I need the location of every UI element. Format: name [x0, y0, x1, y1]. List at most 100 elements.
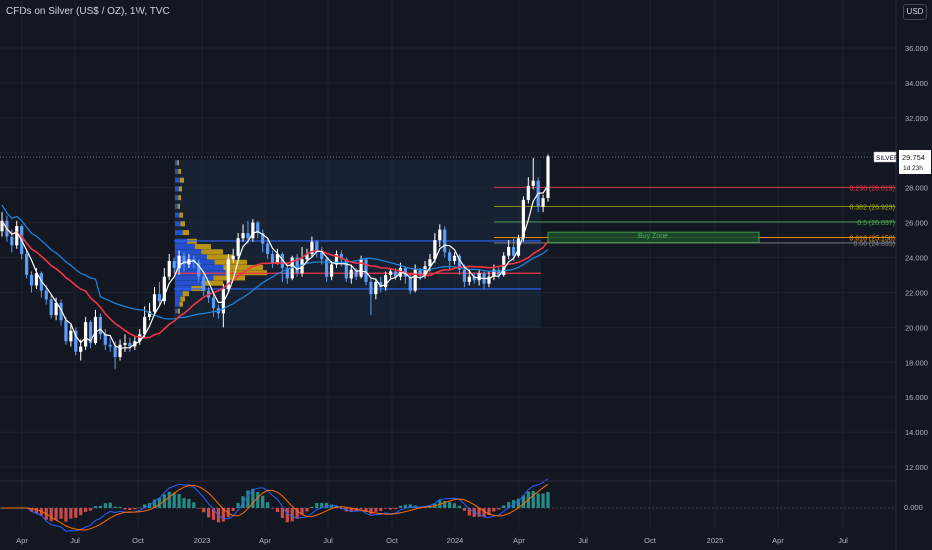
candle-body: [108, 344, 112, 347]
time-tick-label: 2024: [447, 536, 464, 545]
indicator-histogram-bar: [315, 503, 319, 508]
time-tick-label: Jul: [323, 536, 333, 545]
indicator-histogram-bar: [261, 495, 265, 508]
price-tick-label: 36.000: [905, 44, 928, 53]
indicator-histogram-bar: [172, 493, 176, 508]
price-label-countdown: 1d 23h: [903, 165, 923, 172]
indicator-histogram-bar: [113, 506, 117, 508]
volume-profile-bar-b: [206, 254, 233, 260]
candle-body: [511, 247, 516, 256]
candle-body: [280, 254, 284, 268]
candle-body: [507, 247, 511, 256]
indicator-histogram-bar: [487, 508, 491, 515]
currency-button[interactable]: USD: [903, 4, 927, 20]
candle-body: [172, 260, 176, 268]
candle-body: [305, 254, 309, 260]
volume-profile-bar-b: [223, 264, 263, 270]
candle-body: [354, 269, 358, 277]
candle-body: [177, 255, 181, 268]
candle-body: [433, 240, 437, 260]
indicator-histogram-bar: [462, 508, 466, 511]
indicator-histogram-bar: [49, 508, 53, 522]
candle-body: [152, 294, 157, 312]
volume-profile-bar-b: [177, 203, 180, 209]
price-tick-label: 14.000: [905, 428, 928, 437]
volume-profile-bar-a: [175, 212, 180, 218]
indicator-histogram-bar: [88, 508, 93, 511]
indicator-histogram-bar: [502, 505, 506, 508]
indicator-histogram-bar: [364, 508, 368, 512]
indicator-histogram-bar: [74, 508, 78, 518]
indicator-histogram-bar: [339, 508, 344, 510]
volume-profile-bar-b: [179, 301, 183, 307]
candle-body: [369, 281, 373, 295]
time-tick-label: Oct: [644, 536, 657, 545]
indicator-histogram-bar: [202, 508, 206, 513]
indicator-histogram-bar: [192, 502, 196, 508]
price-tick-label: 32.000: [905, 114, 928, 123]
time-tick-label: Oct: [386, 536, 399, 545]
indicator-histogram-bar: [236, 503, 240, 508]
candle-body: [202, 276, 206, 291]
indicator-histogram-bar: [408, 504, 412, 508]
indicator-histogram-bar: [221, 508, 225, 522]
indicator-histogram-bar: [177, 493, 181, 508]
indicator-pane: [0, 478, 896, 532]
volume-profile-bar-a: [175, 254, 207, 260]
candle-body: [325, 259, 329, 277]
candle-body: [379, 281, 383, 288]
indicator-histogram-bar: [536, 493, 540, 508]
indicator-histogram-bar: [403, 504, 407, 508]
time-tick-label: Jul: [70, 536, 80, 545]
chart-title: CFDs on Silver (US$ / OZ), 1W, TVC: [6, 6, 170, 17]
candle-body: [275, 254, 280, 263]
volume-profile-bar-a: [175, 230, 183, 236]
price-axis: 36.00034.00032.00030.00028.00026.00024.0…: [905, 44, 928, 472]
candle-body: [457, 255, 462, 270]
buy-zone-box[interactable]: [547, 231, 760, 244]
candle-body: [472, 276, 476, 281]
volume-profile-bar-b: [182, 291, 189, 297]
indicator-histogram-bar: [482, 508, 486, 517]
candle-body: [467, 276, 471, 282]
indicator-histogram-bar: [384, 508, 388, 509]
volume-profile-bar-b: [194, 244, 211, 250]
price-label-value: 29.754: [902, 153, 925, 162]
indicator-histogram-bar: [516, 498, 521, 508]
volume-profile-bar-a: [175, 244, 195, 250]
indicator-histogram-bar: [152, 499, 157, 508]
indicator-histogram-bar: [157, 498, 162, 508]
candle-body: [334, 254, 339, 265]
candle-body: [162, 276, 166, 302]
candle-body: [349, 269, 353, 279]
volume-profile-bar-a: [175, 186, 179, 192]
indicator-histogram-bar: [118, 506, 122, 508]
price-label-symbol: SILVER: [876, 155, 899, 162]
candle-body: [374, 281, 378, 295]
indicator-histogram-bar: [388, 508, 393, 510]
candle-body: [408, 276, 412, 291]
candle-body: [487, 276, 491, 284]
indicator-histogram-bar: [241, 496, 245, 508]
indicator-histogram-bar: [128, 508, 132, 510]
indicator-histogram-bar: [211, 508, 216, 520]
candle-body: [241, 233, 245, 239]
candle-body: [44, 290, 48, 300]
fib-lines: 0.236 (28.019) 0.382 (26.923) 0.5 (26.037)…: [494, 185, 896, 248]
candle-body: [261, 233, 265, 244]
indicator-histogram-bar: [393, 508, 398, 510]
indicator-histogram-bar: [310, 506, 314, 508]
indicator-macd-line: [2, 478, 549, 532]
indicator-histogram-bar: [182, 498, 186, 508]
indicator-histogram-bar: [133, 508, 137, 510]
indicator-histogram-bar: [507, 501, 511, 508]
candle-body: [118, 344, 122, 358]
indicator-histogram-bar: [84, 508, 88, 512]
candle-body: [531, 180, 535, 186]
volume-profile-bar-b: [201, 280, 223, 286]
indicator-histogram-bar: [270, 508, 275, 509]
candle-body: [74, 330, 78, 352]
fib-label: 0.382 (26.923): [849, 204, 895, 211]
volume-profile-bar-a: [175, 221, 181, 227]
